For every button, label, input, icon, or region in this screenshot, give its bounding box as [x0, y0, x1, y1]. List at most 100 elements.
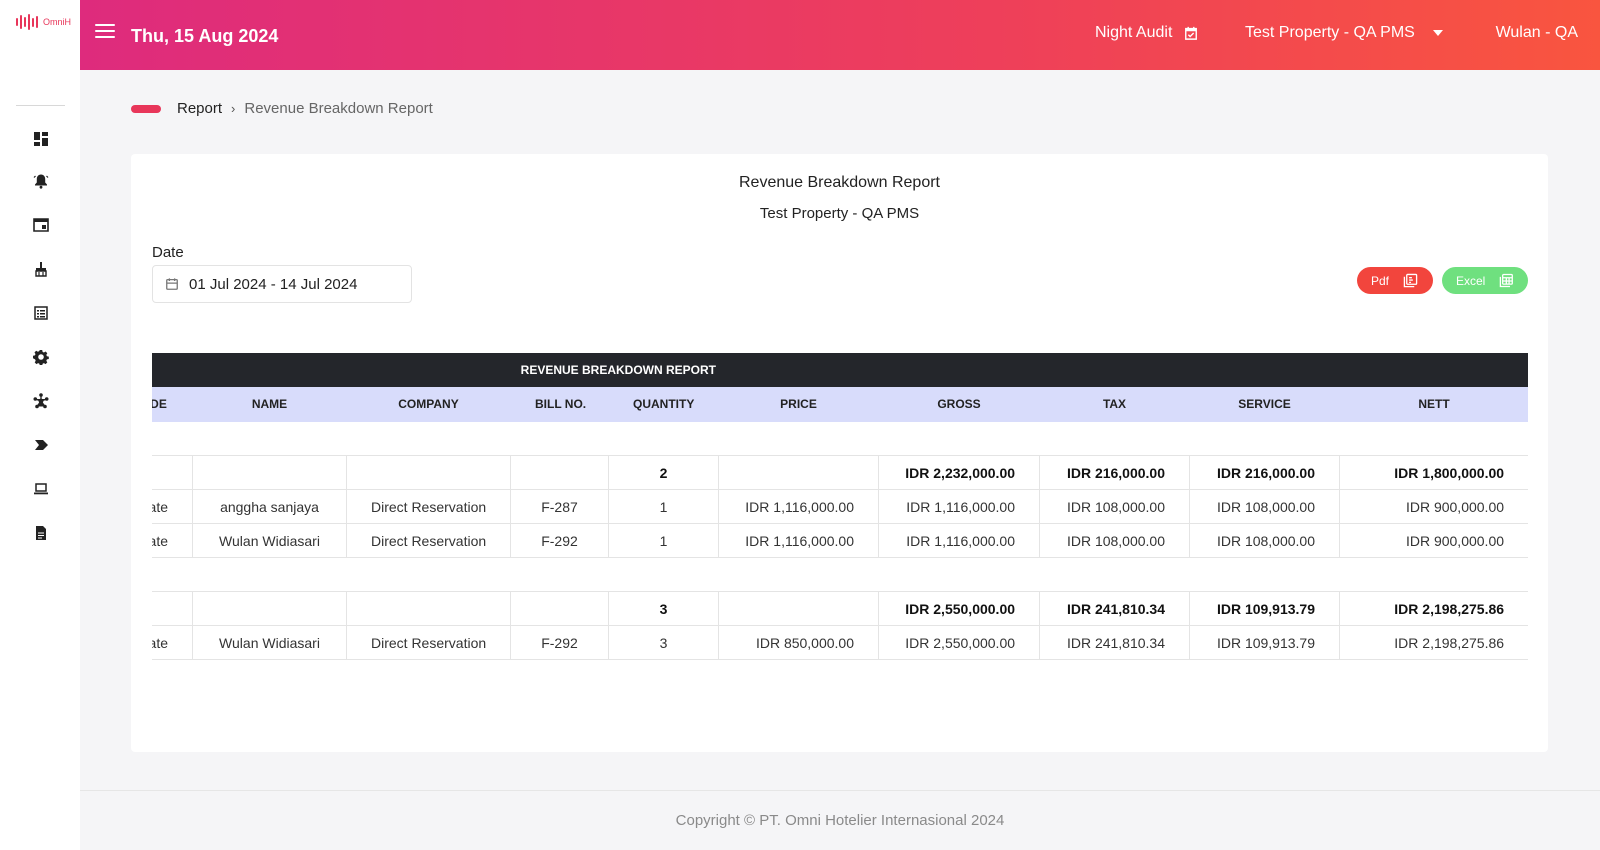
subtotal-service: IDR 109,913.79	[1189, 591, 1341, 626]
cell-service: IDR 108,000.00	[1189, 523, 1341, 558]
export-pdf-label: Pdf	[1371, 273, 1390, 288]
sidebar-item-alerts[interactable]	[30, 170, 52, 192]
property-select-value: Test Property - QA PMS	[1245, 24, 1415, 41]
report-table-container[interactable]: REVENUE BREAKDOWN REPORT CODE NAME COMPA…	[152, 353, 1528, 663]
subtotal-gross: IDR 2,550,000.00	[878, 591, 1041, 626]
property-select[interactable]: Test Property - QA PMS	[1245, 24, 1443, 42]
footer: Copyright © PT. Omni Hotelier Internasio…	[80, 790, 1600, 850]
arrow-label-icon	[35, 440, 48, 450]
group-spacer-row	[152, 421, 1528, 456]
table-title: REVENUE BREAKDOWN REPORT	[152, 353, 720, 387]
gear-icon	[33, 350, 49, 365]
breadcrumb: Report › Revenue Breakdown Report	[131, 100, 433, 117]
cell-gross: IDR 2,550,000.00	[878, 625, 1041, 660]
sidebar: OmniH	[0, 0, 80, 850]
cell-gross: IDR 1,116,000.00	[878, 523, 1041, 558]
col-header-code: CODE	[152, 386, 193, 422]
cell-bill-no: F-292	[510, 523, 609, 558]
cell-quantity: 1	[607, 523, 720, 558]
breadcrumb-pill-icon	[131, 104, 161, 113]
sidebar-item-pos[interactable]	[30, 478, 52, 500]
cell-code: Rate	[152, 489, 193, 524]
export-excel-label: Excel	[1456, 273, 1486, 288]
table-header-row: CODE NAME COMPANY BILL NO. QUANTITY PRIC…	[152, 386, 1528, 422]
calendar-icon	[166, 278, 178, 290]
report-card: Revenue Breakdown Report Test Property -…	[131, 154, 1548, 752]
cell-service: IDR 108,000.00	[1189, 489, 1341, 524]
top-header: Thu, 15 Aug 2024 Night Audit Test Proper…	[80, 0, 1600, 70]
cell-gross: IDR 1,116,000.00	[878, 489, 1041, 524]
cell-price: IDR 1,116,000.00	[718, 489, 880, 524]
subtotal-quantity: 2	[607, 455, 720, 490]
col-header-gross: GROSS	[878, 386, 1041, 422]
user-menu[interactable]: Wulan - QA	[1495, 24, 1578, 41]
sidebar-item-reports[interactable]	[30, 522, 52, 544]
cell-nett: IDR 900,000.00	[1339, 489, 1528, 524]
cell-code: Rate	[152, 625, 193, 660]
cell-tax: IDR 108,000.00	[1039, 523, 1191, 558]
table-title-row: REVENUE BREAKDOWN REPORT	[152, 353, 1528, 387]
sidebar-item-housekeeping[interactable]	[30, 258, 52, 280]
date-range-input[interactable]: 01 Jul 2024 - 14 Jul 2024	[152, 265, 412, 303]
night-audit-label: Night Audit	[1095, 24, 1173, 41]
export-pdf-button[interactable]: Pdf	[1357, 267, 1433, 294]
subtotal-service: IDR 216,000.00	[1189, 455, 1341, 490]
report-subtitle: Test Property - QA PMS	[759, 205, 920, 222]
table-row: Rate anggha sanjaya Direct Reservation F…	[152, 489, 1528, 524]
document-icon	[36, 526, 46, 540]
table-row: Rate Wulan Widiasari Direct Reservation …	[152, 523, 1528, 558]
cell-name: Wulan Widiasari	[192, 523, 347, 558]
cell-quantity: 1	[607, 489, 720, 524]
subtotal-quantity: 3	[607, 591, 720, 626]
sidebar-item-frontdesk[interactable]	[30, 214, 52, 236]
subtotal-gross: IDR 2,232,000.00	[878, 455, 1041, 490]
cell-price: IDR 1,116,000.00	[718, 523, 880, 558]
sidebar-item-tags[interactable]	[30, 434, 52, 456]
sidebar-item-dashboard[interactable]	[30, 128, 52, 150]
col-header-service: SERVICE	[1189, 386, 1341, 422]
hamburger-menu-icon[interactable]	[95, 24, 115, 40]
caret-down-icon	[1432, 30, 1443, 36]
cell-code: Rate	[152, 523, 193, 558]
dashboard-icon	[34, 132, 48, 146]
cell-price: IDR 850,000.00	[718, 625, 880, 660]
cell-tax: IDR 108,000.00	[1039, 489, 1191, 524]
date-label: Date	[152, 244, 184, 261]
export-excel-button[interactable]: Excel	[1442, 267, 1528, 294]
breadcrumb-report-link[interactable]: Report	[177, 100, 223, 117]
col-header-bill-no: BILL NO.	[510, 386, 609, 422]
sidebar-item-settings[interactable]	[30, 346, 52, 368]
copyright-text: Copyright © PT. Omni Hotelier Internasio…	[675, 812, 1005, 829]
cell-company: Direct Reservation	[346, 625, 511, 660]
col-header-tax: TAX	[1039, 386, 1191, 422]
list-icon	[34, 306, 48, 320]
date-range-value: 01 Jul 2024 - 14 Jul 2024	[189, 275, 358, 293]
night-audit-button[interactable]: Night Audit	[1095, 24, 1198, 42]
group-spacer-row	[152, 557, 1528, 592]
col-header-nett: NETT	[1339, 386, 1528, 422]
logo-mark-icon	[16, 14, 38, 30]
col-header-name: NAME	[192, 386, 347, 422]
spreadsheet-icon	[1500, 273, 1514, 288]
cell-company: Direct Reservation	[346, 523, 511, 558]
subtotal-tax: IDR 216,000.00	[1039, 455, 1191, 490]
window-icon	[33, 218, 49, 232]
housekeeping-icon	[35, 262, 47, 277]
pdf-file-icon	[1403, 273, 1418, 288]
omnih-logo[interactable]: OmniH	[16, 14, 71, 30]
cell-bill-no: F-292	[510, 625, 609, 660]
cell-service: IDR 109,913.79	[1189, 625, 1341, 660]
sidebar-item-reservations[interactable]	[30, 302, 52, 324]
subtotal-tax: IDR 241,810.34	[1039, 591, 1191, 626]
cell-quantity: 3	[607, 625, 720, 660]
network-icon	[33, 393, 49, 409]
subtotal-nett: IDR 1,800,000.00	[1339, 455, 1528, 490]
col-header-quantity: QUANTITY	[607, 386, 720, 422]
laptop-icon	[34, 483, 48, 495]
sidebar-item-channel[interactable]	[30, 390, 52, 412]
bell-alert-icon	[33, 174, 49, 189]
cell-name: anggha sanjaya	[192, 489, 347, 524]
col-header-price: PRICE	[718, 386, 880, 422]
calendar-check-icon	[1185, 26, 1198, 40]
table-row: Rate Wulan Widiasari Direct Reservation …	[152, 625, 1528, 660]
